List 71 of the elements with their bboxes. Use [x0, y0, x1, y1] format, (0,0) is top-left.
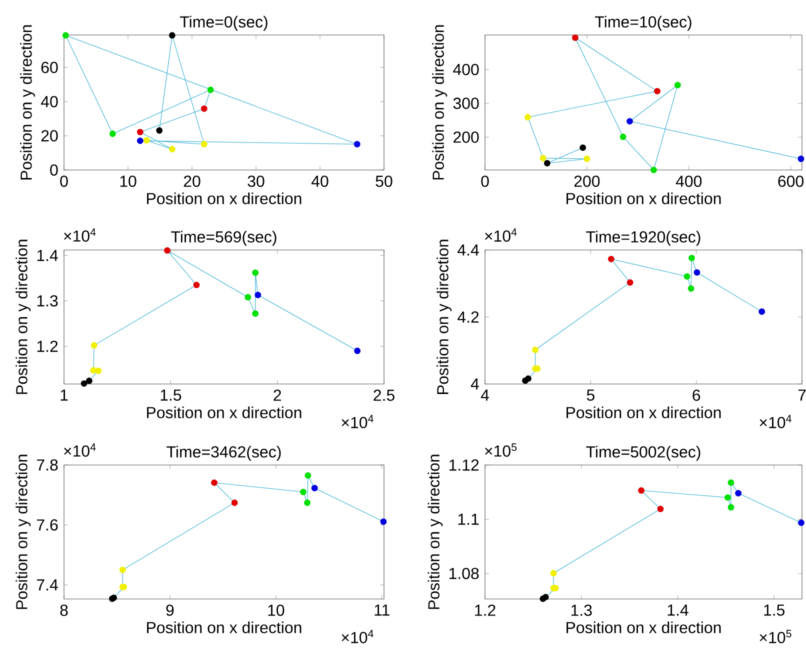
- chart-title: Time=1920(sec): [586, 230, 700, 246]
- y-axis-title: Position on y direction: [436, 240, 452, 394]
- y-tick-label: 40: [40, 96, 58, 108]
- x-axis-title: Position on x direction: [566, 192, 721, 204]
- x-tick-label: 30: [248, 176, 264, 187]
- y-tick-label: 7.6: [36, 519, 58, 531]
- x-tick-label: 50: [376, 176, 392, 187]
- y-tick-label: 7.8: [36, 459, 58, 471]
- x-tick-label: 600: [778, 176, 804, 187]
- x-tick-label: 11: [374, 604, 390, 616]
- x-tick-label: 0: [60, 176, 68, 187]
- text: ×10$^{4}$: [760, 414, 792, 428]
- text: ×10$^{4}$: [64, 443, 96, 457]
- y-tick-label: 200: [454, 132, 479, 143]
- x-tick-label: 1.3: [571, 604, 592, 616]
- x-tick-label: 5: [586, 390, 594, 401]
- x-tick-label: 200: [574, 176, 600, 187]
- x-axis-title: Position on x direction: [566, 406, 721, 418]
- y-axis-title: Position on y direction: [16, 240, 31, 394]
- y-tick-label: 4.2: [458, 311, 479, 323]
- y-tick-label: 400: [453, 64, 479, 76]
- x-tick-label: 8: [60, 604, 68, 616]
- chart-title: Time=3462(sec): [166, 446, 281, 461]
- x-tick-label: 2: [274, 390, 281, 401]
- x-tick-label: 1: [60, 390, 68, 401]
- y-axis-title: Position on y direction: [16, 454, 31, 609]
- x-tick-label: 1.4: [668, 604, 688, 616]
- y-tick-label: 4: [470, 378, 479, 390]
- y-tick-label: 4.4: [458, 244, 479, 256]
- chart-title: Time=10(sec): [595, 16, 692, 31]
- x-tick-label: 10: [268, 604, 284, 616]
- chart-title: Time=0(sec): [180, 16, 268, 31]
- y-axis-title: Position on y direction: [432, 25, 448, 180]
- chart-title: Time=5002(sec): [586, 446, 700, 461]
- y-axis-title: Position on y direction: [20, 25, 36, 180]
- x-tick-label: 6: [692, 390, 700, 401]
- x-tick-label: 1.5: [160, 390, 182, 401]
- y-tick-label: 60: [41, 62, 58, 74]
- x-tick-label: 40: [311, 176, 328, 187]
- x-tick-label: 7: [798, 390, 806, 401]
- text: ×10$^{4}$: [64, 228, 96, 242]
- text: ×10$^{5}$: [485, 443, 517, 457]
- y-tick-label: 1.12: [449, 459, 479, 471]
- y-tick-label: 7.4: [36, 579, 58, 590]
- x-axis-title: Position on x direction: [147, 406, 302, 418]
- y-tick-label: 1.3: [37, 295, 58, 307]
- text: ×10$^{4}$: [342, 630, 374, 644]
- x-axis-title: Position on x direction: [147, 192, 302, 204]
- y-tick-label: 1.4: [37, 250, 58, 261]
- x-tick-label: 1.2: [475, 604, 496, 616]
- y-tick-label: 1.08: [449, 568, 479, 580]
- chart-title: Time=569(sec): [171, 230, 276, 246]
- y-tick-label: 20: [41, 130, 58, 142]
- x-axis-title: Position on x direction: [147, 622, 302, 634]
- text: ×10$^{5}$: [760, 630, 792, 644]
- x-tick-label: 20: [184, 176, 200, 187]
- x-tick-label: 9: [166, 604, 174, 616]
- x-tick-label: 1.5: [764, 604, 784, 616]
- x-tick-label: 0: [481, 176, 489, 187]
- x-axis-title: Position on x direction: [566, 622, 721, 634]
- y-tick-label: 1.1: [458, 514, 479, 525]
- x-tick-label: 400: [676, 176, 702, 187]
- text: ×10$^{4}$: [485, 228, 517, 242]
- y-axis-title: Position on y direction: [428, 454, 443, 609]
- x-tick-label: 4: [480, 390, 489, 401]
- text: ×10$^{4}$: [342, 414, 374, 428]
- y-tick-label: 1.2: [37, 340, 58, 352]
- x-tick-label: 2.5: [374, 390, 394, 401]
- x-tick-label: 10: [120, 176, 136, 187]
- y-tick-label: 300: [453, 98, 479, 109]
- y-tick-label: 0: [50, 164, 58, 176]
